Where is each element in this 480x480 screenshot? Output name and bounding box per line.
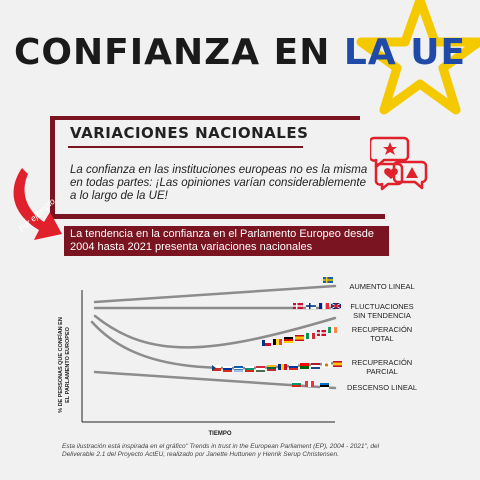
x-axis-label: TIEMPO: [208, 431, 231, 437]
footnote: Esta ilustración está inspirada en el gr…: [62, 443, 380, 458]
flags-full-recovery: [262, 327, 337, 346]
heading-underline: [68, 146, 303, 148]
section-description: La confianza en las instituciones europe…: [70, 164, 368, 202]
trend-label-linear-increase: AUMENTO LINEAL: [349, 282, 414, 291]
trend-label-full-recovery-2: TOTAL: [370, 334, 393, 343]
trend-label-fluctuations-2: SIN TENDENCIA: [353, 311, 411, 320]
opinion-bubbles-icon: [370, 136, 428, 191]
trend-label-full-recovery-1: RECUPERACIÓN: [352, 325, 412, 334]
trend-label-linear-decrease: DESCENSO LINEAL: [347, 383, 417, 392]
info-box-top-border: [50, 116, 360, 120]
trend-diagram: % DE PERSONAS QUE CONFÍAN EN EL PARLAMEN…: [56, 277, 417, 437]
trend-banner: La tendencia en la confianza en el Parla…: [64, 226, 389, 256]
trend-label-partial-recovery-1: RECUPERACIÓN: [352, 358, 412, 367]
flags-partial-recovery: [212, 361, 342, 372]
banner-text: La tendencia en la confianza en el Parla…: [70, 228, 374, 253]
trend-label-fluctuations-1: FLUCTUACIONES: [350, 302, 413, 311]
y-axis-label-line1: % DE PERSONAS QUE CONFÍAN EN: [56, 317, 64, 413]
page-title: CONFIANZA EN LA UE: [14, 32, 467, 73]
trend-line-linear-increase: [93, 284, 337, 304]
info-box: [50, 116, 385, 219]
flags-linear-decrease: [292, 381, 329, 389]
y-axis-label-line2: EL PARLAMENTO EUROPEO: [65, 326, 71, 403]
star-icon: [356, 0, 480, 115]
flags-linear-increase: [323, 277, 333, 283]
trend-label-partial-recovery-2: PARCIAL: [366, 367, 398, 376]
section-heading: VARIACIONES NACIONALES: [70, 124, 309, 142]
trend-line-full-recovery: [93, 314, 337, 349]
flags-fluctuations: [293, 302, 342, 310]
curved-arrow-icon: [13, 168, 63, 240]
